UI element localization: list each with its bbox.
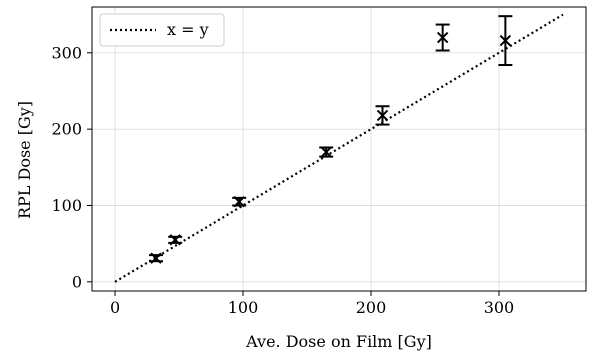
x-marker-stroke xyxy=(320,146,332,158)
x-tick-label: 100 xyxy=(228,298,259,317)
x-axis-ticks: 0 100 200 300 xyxy=(110,291,514,317)
y-tick-label: 100 xyxy=(51,196,82,215)
x-marker-stroke xyxy=(150,252,162,264)
legend: x = y xyxy=(99,13,225,47)
y-tick-label: 0 xyxy=(72,272,82,291)
data-point xyxy=(168,234,183,246)
grid xyxy=(92,7,586,291)
legend-label: x = y xyxy=(167,20,209,39)
y-axis-label: RPL Dose [Gy] xyxy=(15,101,34,219)
data-point xyxy=(435,23,450,52)
data-point xyxy=(148,252,163,264)
x-marker-stroke xyxy=(376,109,389,122)
x-marker-stroke xyxy=(169,234,181,246)
reference-line-x-equals-y xyxy=(114,13,564,283)
x-marker-stroke xyxy=(233,195,245,208)
x-tick-label: 200 xyxy=(356,298,387,317)
reference-line-layer xyxy=(114,13,564,283)
data-point xyxy=(232,195,247,208)
data-point xyxy=(375,105,390,126)
y-axis-ticks: 0 100 200 300 xyxy=(51,43,92,291)
x-marker-stroke xyxy=(499,34,512,47)
plot-area xyxy=(91,6,587,292)
data-points xyxy=(148,15,513,264)
y-tick-label: 300 xyxy=(51,43,82,62)
data-point xyxy=(319,146,334,158)
x-tick-label: 300 xyxy=(484,298,515,317)
data-point xyxy=(498,15,513,67)
x-axis-label: Ave. Dose on Film [Gy] xyxy=(245,332,432,351)
legend-box xyxy=(99,13,225,47)
x-tick-label: 0 xyxy=(110,298,120,317)
x-marker-stroke xyxy=(436,31,449,44)
y-tick-label: 200 xyxy=(51,120,82,139)
plot-frame xyxy=(91,6,587,292)
